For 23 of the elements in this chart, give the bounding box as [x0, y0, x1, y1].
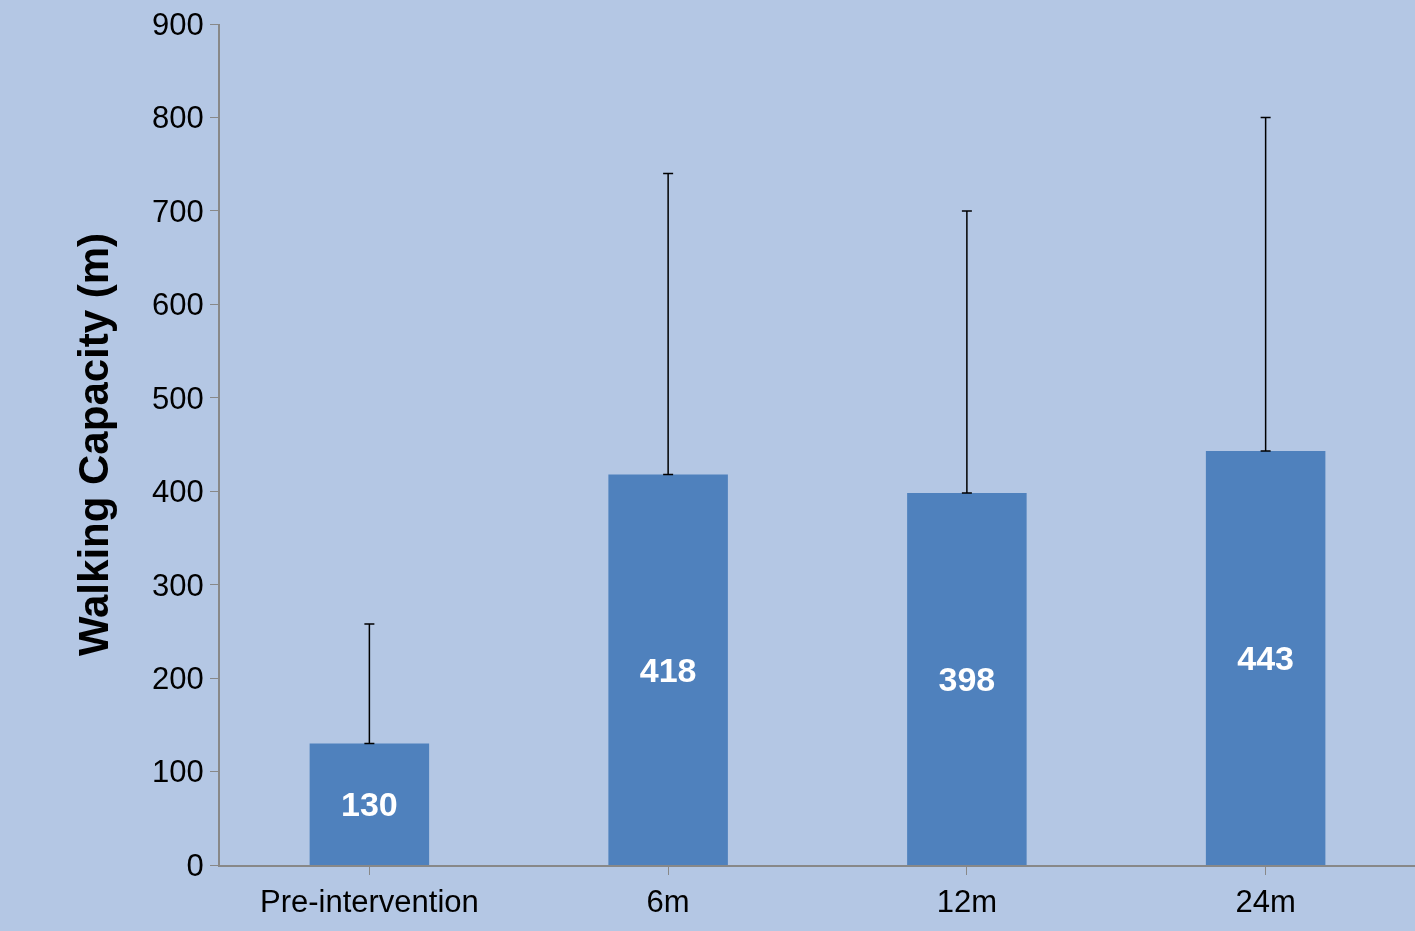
y-tick-label: 500: [152, 380, 204, 416]
bar: [608, 474, 728, 865]
data-label: 398: [938, 660, 996, 699]
y-tick-label: 200: [152, 660, 204, 696]
y-tick-label: 100: [152, 754, 204, 790]
data-label: 443: [1237, 639, 1294, 678]
y-tick-label: 400: [152, 474, 204, 510]
x-tick-label: 24m: [1235, 884, 1296, 920]
y-tick-label: 900: [152, 6, 204, 42]
data-label: 130: [341, 785, 398, 824]
y-tick-label: 800: [152, 100, 204, 136]
bar: [1205, 451, 1326, 865]
y-tick-label: 0: [186, 847, 204, 883]
y-tick-label: 300: [152, 567, 204, 603]
bar: [309, 743, 430, 865]
x-tick-label: Pre-intervention: [259, 884, 479, 920]
bar: [907, 493, 1027, 865]
y-tick-label: 600: [152, 287, 204, 323]
data-label: 418: [639, 650, 697, 689]
x-tick-label: 6m: [646, 884, 690, 920]
y-tick-label: 700: [152, 193, 204, 229]
y-axis-title: Walking Capacity (m): [70, 232, 118, 657]
x-tick-label: 12m: [936, 884, 998, 920]
